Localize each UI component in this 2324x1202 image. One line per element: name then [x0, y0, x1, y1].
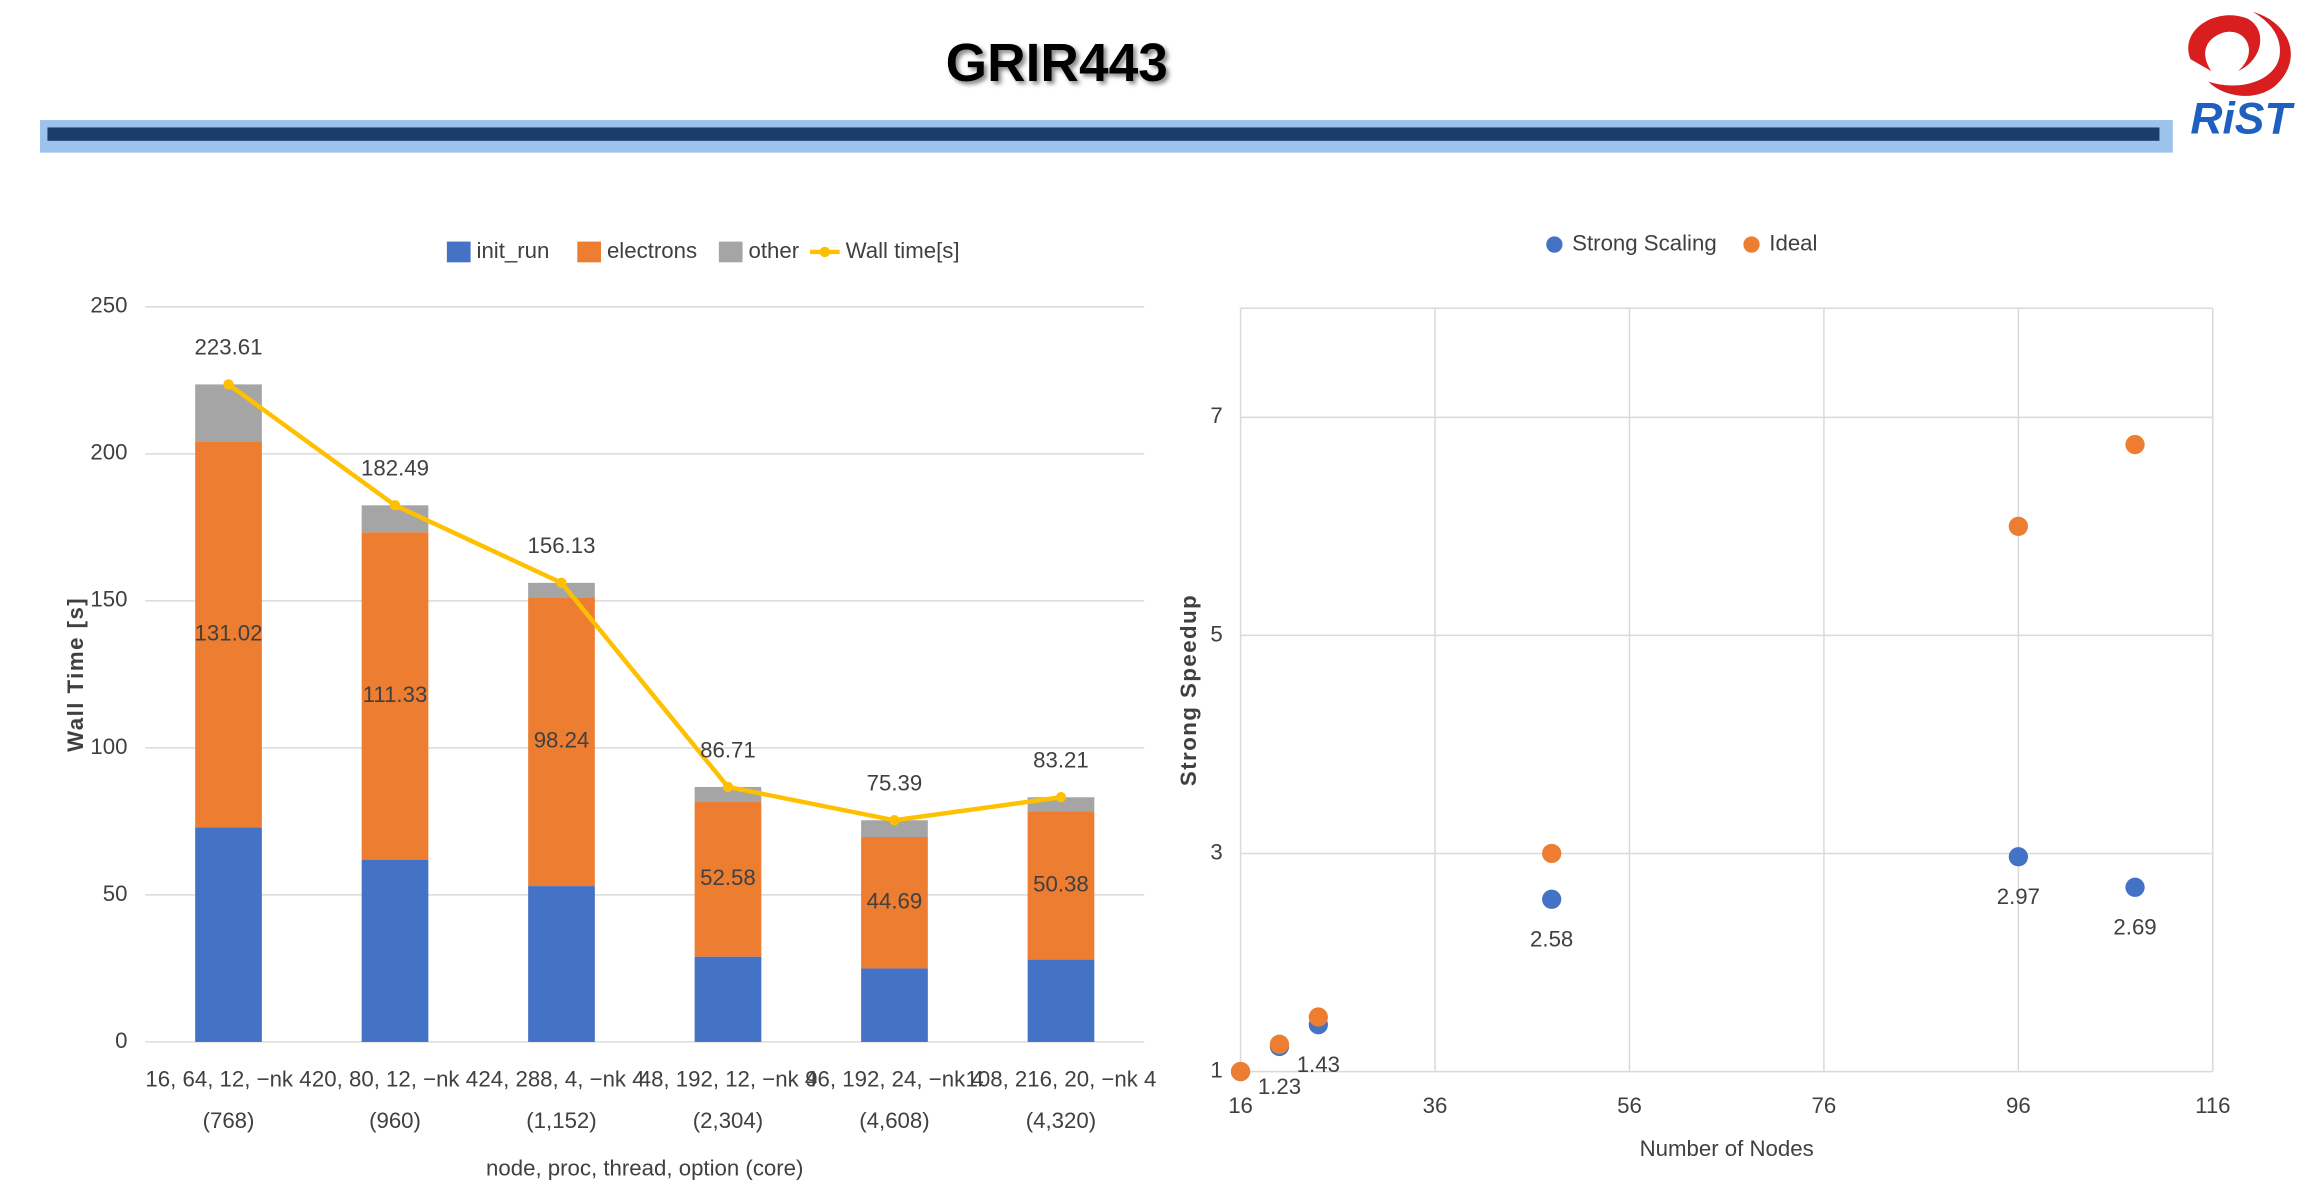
- y-tick-label: 1: [1210, 1057, 1222, 1082]
- y-tick-label: 250: [90, 293, 127, 318]
- scatter-point: [2008, 847, 2029, 867]
- x-tick-label: (2,304): [693, 1108, 763, 1133]
- scatter-point: [2125, 877, 2145, 897]
- x-tick-label: 24, 288, 4, −nk 4: [478, 1066, 644, 1091]
- logo-swirl: [2188, 15, 2261, 72]
- data-label: 1.23: [1258, 1074, 1301, 1099]
- data-label: 86.71: [700, 737, 756, 762]
- bar-segment: [861, 837, 928, 969]
- page-title: GRIR443: [946, 34, 1168, 93]
- header-stripe: [47, 127, 2160, 141]
- data-label: 156.13: [528, 533, 596, 558]
- data-label: 83.21: [1033, 748, 1089, 773]
- data-label: 75.39: [867, 771, 923, 796]
- x-tick-label: 76: [1812, 1093, 1837, 1118]
- scatter-point: [1230, 1061, 1251, 1082]
- line-point: [223, 379, 234, 390]
- x-tick-label: 20, 80, 12, −nk 4: [312, 1066, 478, 1091]
- logo: RiST: [2188, 11, 2295, 143]
- data-label: 50.38: [1033, 871, 1089, 896]
- scatter-point: [2008, 516, 2029, 536]
- scatter-point: [1542, 889, 1562, 909]
- data-label: 111.33: [363, 682, 428, 707]
- bar-segment: [195, 827, 262, 1042]
- legend-label: electrons: [607, 238, 697, 263]
- x-axis-title: node, proc, thread, option (core): [486, 1155, 803, 1180]
- logo-swirl: [2208, 11, 2291, 96]
- bar-segment: [1027, 959, 1095, 1042]
- x-tick-label: 16: [1228, 1093, 1253, 1118]
- bar-segment: [195, 442, 262, 828]
- y-tick-label: 7: [1210, 403, 1222, 428]
- bar-segment: [361, 859, 429, 1042]
- data-label: 52.58: [700, 865, 756, 890]
- y-tick-label: 50: [103, 881, 128, 906]
- scatter-point: [1308, 1007, 1328, 1027]
- x-tick-label: 36: [1423, 1093, 1448, 1118]
- legend-swatch: [446, 241, 471, 263]
- x-axis-title: Number of Nodes: [1640, 1136, 1814, 1161]
- data-label: 2.69: [2113, 915, 2156, 940]
- line-point: [556, 577, 567, 589]
- bar-segment: [528, 886, 595, 1042]
- data-label: 98.24: [534, 728, 590, 753]
- legend-swatch: [1546, 236, 1563, 253]
- x-tick-label: 16, 64, 12, −nk 4: [145, 1066, 311, 1091]
- legend-swatch: [718, 241, 743, 263]
- scatter-point: [1542, 843, 1562, 864]
- legend-label: Strong Scaling: [1572, 230, 1717, 255]
- line: [227, 382, 1062, 823]
- x-tick-label: 48, 192, 12, −nk 4: [639, 1066, 818, 1091]
- line-point: [889, 815, 900, 826]
- x-tick-label: (4,320): [1026, 1108, 1096, 1133]
- bar-segment: [528, 597, 595, 887]
- y-tick-label: 150: [90, 587, 127, 612]
- line-point: [722, 781, 734, 793]
- bar-segment: [861, 820, 928, 838]
- x-tick-label: 96, 192, 24, −nk 4: [805, 1066, 984, 1091]
- x-tick-label: (768): [203, 1108, 255, 1133]
- y-tick-label: 3: [1210, 839, 1222, 864]
- scatter-point: [1269, 1034, 1290, 1054]
- legend-swatch: [577, 241, 602, 263]
- bar-segment: [361, 532, 429, 860]
- bar-segment: [1027, 811, 1095, 960]
- line-point: [389, 500, 401, 511]
- x-tick-label: 96: [2006, 1093, 2031, 1118]
- x-tick-label: (4,608): [859, 1108, 929, 1133]
- data-label: 2.97: [1997, 884, 2040, 909]
- data-label: 131.02: [195, 621, 263, 646]
- legend-label: Wall time[s]: [846, 238, 960, 263]
- y-tick-label: 0: [115, 1028, 127, 1053]
- x-tick-label: 116: [2195, 1093, 2230, 1118]
- x-tick-label: 108, 216, 20, −nk 4: [966, 1066, 1157, 1091]
- scatter-point: [2125, 434, 2145, 455]
- x-tick-label: 56: [1617, 1093, 1642, 1118]
- bar-segment: [694, 802, 762, 957]
- line-point: [1055, 792, 1067, 803]
- legend-label: init_run: [477, 238, 550, 263]
- legend-swatch: [819, 246, 831, 258]
- legend-swatch: [1743, 236, 1760, 253]
- legend-label: Ideal: [1769, 230, 1817, 255]
- bar-segment: [195, 384, 262, 443]
- y-axis-title: Strong Speedup: [1176, 594, 1201, 786]
- y-tick-label: 200: [90, 440, 127, 465]
- data-label: 223.61: [195, 335, 263, 360]
- bar-segment: [861, 968, 928, 1042]
- data-label: 182.49: [361, 456, 429, 481]
- bar-segment: [694, 956, 762, 1042]
- y-tick-label: 5: [1210, 621, 1222, 646]
- legend-label: other: [748, 238, 799, 263]
- y-tick-label: 100: [90, 734, 127, 759]
- y-axis-title: Wall Time [s]: [63, 597, 88, 752]
- data-label: 2.58: [1530, 927, 1573, 952]
- x-tick-label: (960): [369, 1108, 421, 1133]
- data-label: 1.43: [1297, 1052, 1340, 1077]
- data-label: 44.69: [867, 889, 923, 914]
- logo-text: RiST: [2190, 94, 2295, 143]
- x-tick-label: (1,152): [526, 1108, 596, 1133]
- bar-segment: [528, 582, 595, 598]
